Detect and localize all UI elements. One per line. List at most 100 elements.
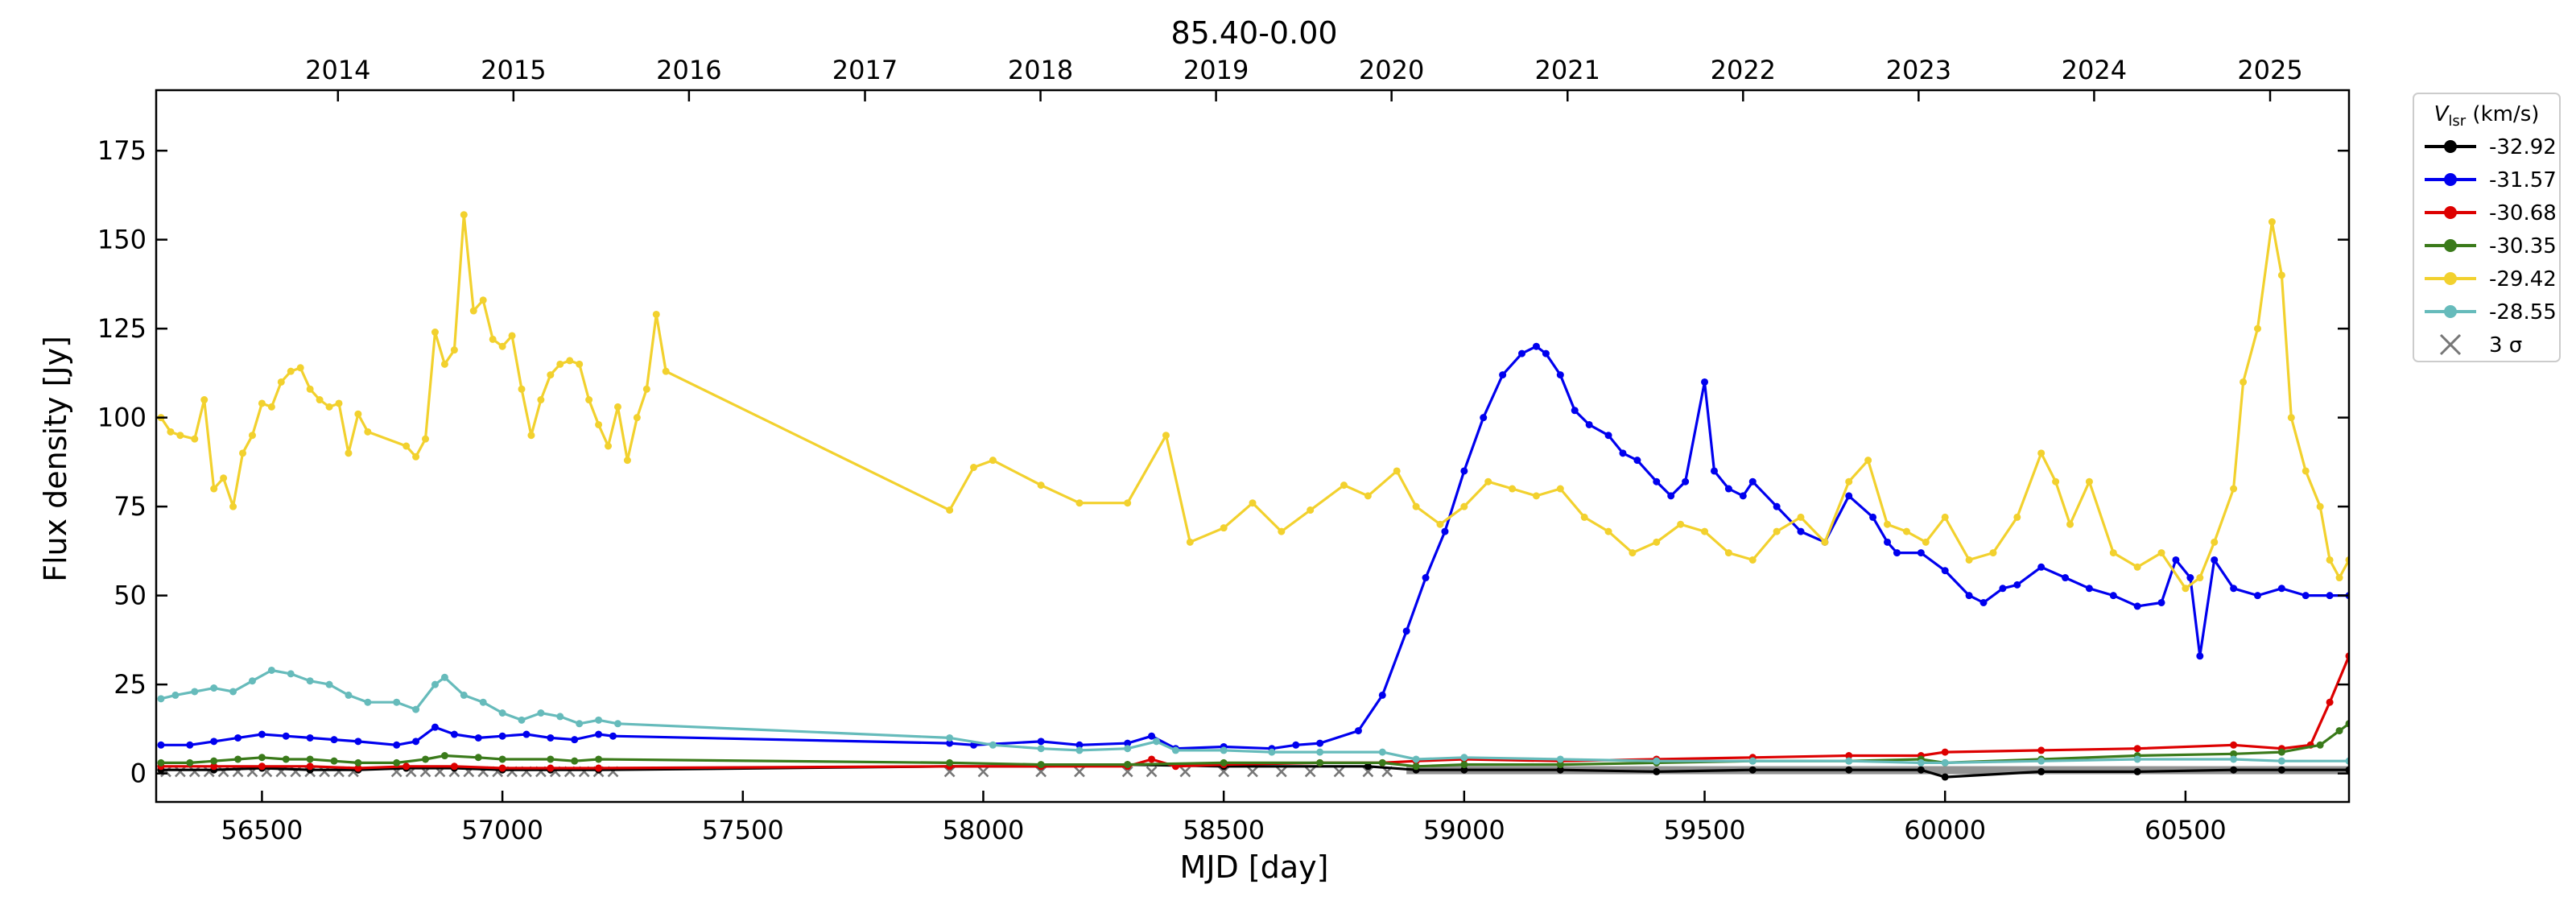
series-point-4 (306, 385, 314, 393)
x-axis-label: MJD [day] (1180, 849, 1329, 885)
series-point-1 (2109, 592, 2117, 600)
legend-title: Vlsr (km/s) (2434, 102, 2540, 130)
series-point-4 (210, 485, 218, 493)
series-point-4 (2254, 324, 2261, 333)
sigma-marker (1304, 766, 1316, 778)
series-point-3 (1037, 761, 1045, 769)
series-point-1 (1724, 485, 1732, 493)
series-point-1 (1402, 627, 1410, 635)
series-point-1 (1845, 492, 1853, 500)
series-point-4 (1845, 477, 1853, 486)
series-point-1 (1619, 449, 1627, 457)
series-point-4 (556, 360, 564, 368)
series-point-1 (1667, 492, 1675, 500)
series-point-5 (2277, 757, 2285, 765)
series-point-0 (1748, 766, 1757, 774)
series-point-5 (1124, 745, 1132, 753)
series-point-1 (431, 723, 439, 731)
series-point-5 (1917, 758, 1925, 767)
series-point-4 (1580, 513, 1588, 521)
series-point-2 (2037, 746, 2046, 754)
series-point-4 (1075, 499, 1084, 507)
series-point-4 (1340, 481, 1348, 490)
series-point-3 (1378, 758, 1386, 767)
series-point-1 (2062, 574, 2070, 582)
series-point-4 (239, 449, 247, 457)
series-point-4 (2211, 538, 2219, 546)
series-point-3 (306, 755, 314, 763)
series-point-1 (1518, 349, 1526, 357)
series-point-1 (393, 741, 401, 749)
series-point-3 (393, 758, 401, 767)
series-point-4 (258, 399, 266, 407)
series-point-1 (1556, 371, 1564, 379)
series-point-1 (2230, 585, 2238, 593)
legend-label: -28.55 (2489, 300, 2557, 324)
series-point-2 (354, 764, 362, 772)
series-point-4 (2326, 556, 2334, 564)
legend-marker (2444, 239, 2457, 252)
series-point-4 (1902, 527, 1910, 535)
series-point-3 (186, 758, 194, 767)
sigma-marker (1275, 766, 1287, 778)
series-point-5 (157, 695, 165, 703)
series-point-5 (537, 709, 545, 717)
sigma-marker (1121, 766, 1133, 778)
series-point-1 (306, 734, 314, 742)
series-point-4 (1532, 492, 1540, 500)
series-point-4 (1821, 538, 1829, 546)
series-point-1 (2196, 652, 2204, 660)
series-point-5 (1268, 748, 1276, 756)
x-tick-label: 58500 (1183, 815, 1265, 845)
sigma-marker (319, 766, 330, 778)
series-point-4 (316, 396, 324, 404)
series-point-4 (167, 428, 175, 436)
series-point-4 (1922, 538, 1930, 546)
series-point-4 (605, 442, 613, 450)
axes: 56500 57000 57500 58000 58500 59000 59500 60000… (97, 55, 2351, 845)
series-point-4 (1629, 549, 1637, 557)
series-point-0 (1845, 766, 1853, 774)
series-line-3 (161, 722, 2349, 768)
series-point-1 (1979, 598, 1988, 606)
series-point-0 (2277, 766, 2285, 774)
series-point-1 (547, 734, 555, 742)
series-point-5 (440, 673, 448, 681)
series-point-1 (1941, 567, 1949, 575)
series-point-1 (1292, 741, 1300, 749)
series-point-5 (556, 713, 564, 721)
series-point-1 (1585, 420, 1593, 428)
series-point-4 (431, 329, 439, 337)
series-point-0 (2133, 767, 2141, 775)
series-point-4 (2268, 218, 2276, 226)
series-point-5 (1171, 746, 1179, 754)
series-point-1 (450, 730, 458, 738)
series-point-5 (1556, 755, 1564, 763)
series-point-4 (652, 310, 660, 318)
series-point-3 (440, 752, 448, 760)
series-point-4 (662, 367, 670, 375)
series-point-1 (1422, 574, 1430, 582)
series-point-1 (1124, 739, 1132, 747)
series-point-4 (547, 371, 555, 379)
sigma-marker (1333, 766, 1345, 778)
series-point-3 (1556, 761, 1564, 769)
top-tick-label: 2018 (1008, 55, 1073, 85)
series-point-1 (1739, 492, 1747, 500)
series-point-4 (1677, 520, 1685, 528)
x-tick-label: 57000 (461, 815, 543, 845)
series-point-1 (1999, 585, 2007, 593)
series-point-4 (489, 335, 497, 343)
series-point-4 (1884, 520, 1892, 528)
y-tick-label: 75 (114, 491, 147, 522)
series-point-3 (2230, 750, 2238, 758)
series-point-4 (1965, 556, 1973, 564)
series-point-4 (2133, 563, 2141, 571)
series-point-5 (412, 705, 420, 713)
series-point-4 (1307, 506, 1315, 514)
series-point-1 (186, 741, 194, 749)
sigma-marker (188, 766, 200, 778)
series-point-1 (609, 732, 617, 740)
series-point-1 (1893, 549, 1901, 557)
